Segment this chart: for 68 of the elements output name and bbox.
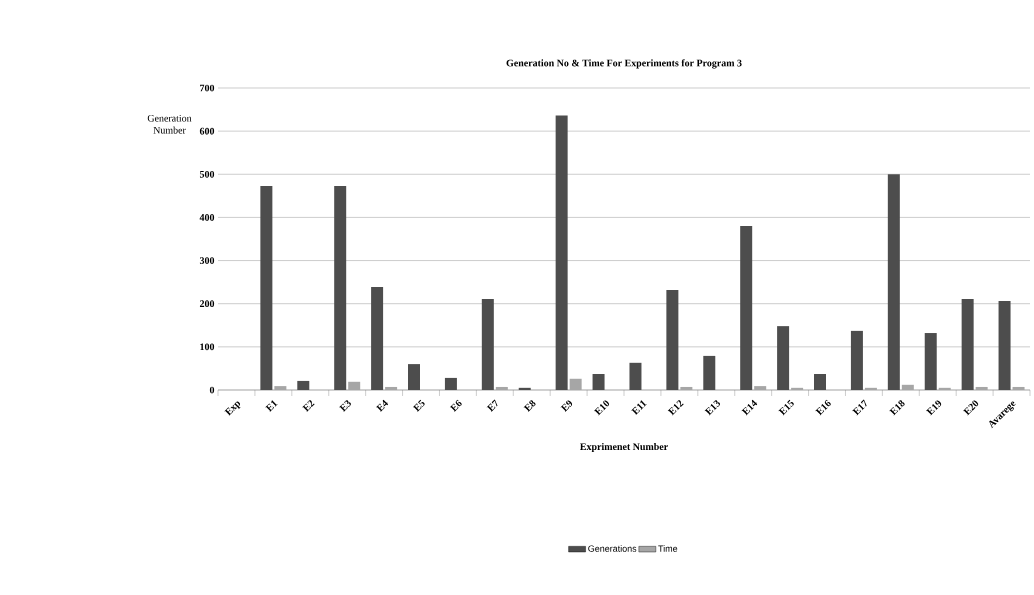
y-tick-label: 300 [199,257,215,264]
legend-label: Generations [588,545,637,552]
x-tick-label: E10 [594,400,610,416]
bar [260,185,273,390]
y-axis-title: Generation Number [147,114,192,134]
bar [555,115,568,390]
x-tick-label: E11 [631,400,647,416]
y-tick-label: 100 [200,343,215,351]
bar [754,386,767,390]
x-tick-label: E9 [560,400,573,412]
bar [1012,386,1025,390]
bar [864,387,877,390]
bar [901,384,914,390]
x-tick-label: E20 [963,400,979,416]
bar [629,362,642,390]
x-tick-label: E14 [741,399,758,416]
x-tick-label: E16 [815,399,831,416]
bar [371,286,384,390]
x-axis-title: Exprimenet Number [580,443,668,453]
bar [569,378,582,390]
bar [924,333,937,390]
x-tick-label: Exp [224,401,241,416]
bar [975,386,988,390]
x-tick-label: E4 [376,399,389,412]
bar [334,185,347,390]
x-tick-label: E3 [339,400,351,412]
x-tick-label: E12 [667,400,684,416]
legend-label: Time [658,545,678,552]
x-tick-label: E17 [852,399,867,416]
y-tick-label: 600 [199,127,215,135]
bar [777,326,790,390]
bar [348,381,361,390]
chart-title: Generation No & Time For Experiments for Program 3 [506,59,742,69]
x-tick-label: E15 [778,399,794,416]
y-tick-label: 500 [199,170,215,178]
bar [703,355,716,390]
bar [961,298,974,390]
x-tick-label: E6 [449,399,462,412]
x-tick-label: E18 [889,400,905,416]
x-tick-label: E2 [302,400,315,412]
bar [444,377,457,390]
x-tick-label: E7 [486,399,498,412]
bar [385,386,398,390]
y-tick-label: 700 [200,84,215,92]
y-tick-label: 0 [209,386,215,394]
bar [791,387,804,390]
x-tick-label: E19 [926,400,942,416]
bar [518,387,531,390]
x-tick-label: E5 [412,399,425,412]
x-tick-label: E1 [265,400,278,412]
bar [408,364,421,390]
bar [887,174,900,390]
bar [495,386,508,390]
bar [297,380,310,390]
bar [850,330,863,390]
y-tick-label: 400 [199,214,215,221]
bar [814,374,827,390]
y-tick-label: 200 [199,300,215,308]
bar [592,374,605,390]
bar [274,386,287,390]
bar [938,387,951,390]
bar [481,298,494,390]
x-tick-label: E8 [523,400,536,412]
x-tick-label: E13 [704,400,720,416]
bar [740,226,753,390]
bar [680,386,693,390]
bar [666,289,679,390]
bar [998,301,1011,390]
